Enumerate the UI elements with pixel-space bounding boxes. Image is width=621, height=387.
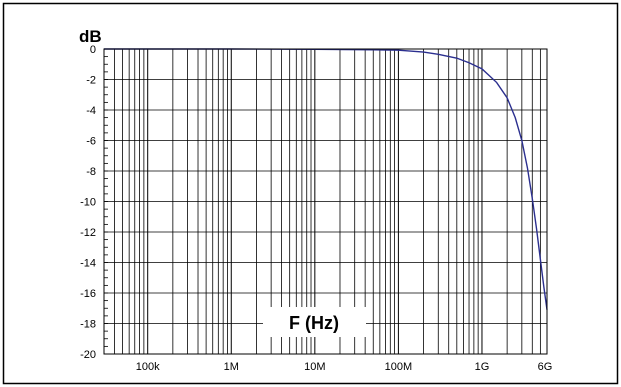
x-tick-label: 6G [538, 361, 553, 373]
x-tick-label: 100M [385, 361, 413, 373]
y-tick-label: -4 [86, 105, 96, 117]
y-tick-label: -14 [80, 258, 96, 270]
y-tick-label: -18 [80, 319, 96, 331]
y-tick-label: -2 [86, 75, 96, 87]
series-group [104, 48, 548, 310]
y-tick-label: -12 [80, 227, 96, 239]
y-tick-label: -20 [80, 349, 96, 361]
series-line [104, 48, 548, 310]
y-tick-label: 0 [90, 44, 96, 56]
x-tick-label: 100k [136, 361, 160, 373]
x-tick-label: 1M [224, 361, 239, 373]
y-tick-labels: 0 -2 -4 -6 -8 -10 -12 -14 -16 -18 -20 [80, 44, 96, 361]
x-axis-label-box [263, 307, 366, 337]
y-axis-label: dB [79, 27, 102, 46]
x-tick-label: 10M [304, 361, 325, 373]
x-tick-labels: 100k 1M 10M 100M 1G 6G [136, 361, 553, 373]
y-tick-label: -16 [80, 288, 96, 300]
x-tick-label: 1G [475, 361, 490, 373]
x-axis-label: F (Hz) [289, 313, 339, 333]
plot-area [103, 48, 548, 355]
y-tick-label: -8 [86, 166, 96, 178]
y-tick-label: -10 [80, 197, 96, 209]
y-tick-label: -6 [86, 136, 96, 148]
